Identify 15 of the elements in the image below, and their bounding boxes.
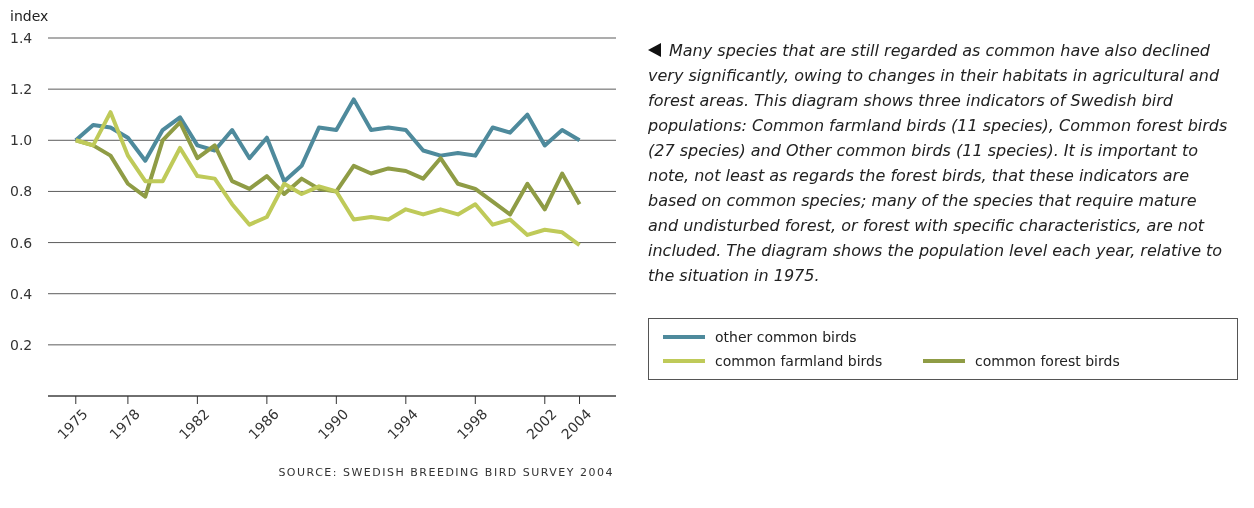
y-tick-label: 0.2 — [10, 336, 33, 353]
legend-label: other common birds — [715, 329, 857, 345]
text: Many species that are still regarded as common have also declined very significantly, owing to changes in their habitats in agricultural and forest areas. This diagram shows three indicators of Swedish bird populations: Common farmland birds (11 species), Common forest birds (27 species) and Other common birds (11 species). It is important to note, not least as regards the forest birds, that these indicators are based on common species; many of the species that require mature and undisturbed forest, or forest with specific characteristics, are not included. The diagram shows the population level each year, relative to the situation in 1975. — [648, 41, 1228, 285]
line-series — [73, 97, 582, 184]
legend-label: common farmland birds — [715, 353, 883, 369]
y-tick-label: 1.2 — [10, 81, 33, 98]
legend-label: common forest birds — [975, 353, 1120, 369]
y-tick-label: 1.4 — [10, 29, 33, 46]
y-axis-title: index — [10, 8, 50, 26]
y-tick-label: 0.4 — [10, 285, 33, 302]
y-tick-label: 1.0 — [10, 132, 33, 149]
line-series — [73, 110, 582, 248]
y-tick-label: 0.8 — [10, 183, 33, 200]
source-note: SOURCE: SWEDISH BREEDING BIRD SURVEY 2004 — [277, 466, 614, 479]
y-tick-label: 0.6 — [10, 234, 33, 251]
